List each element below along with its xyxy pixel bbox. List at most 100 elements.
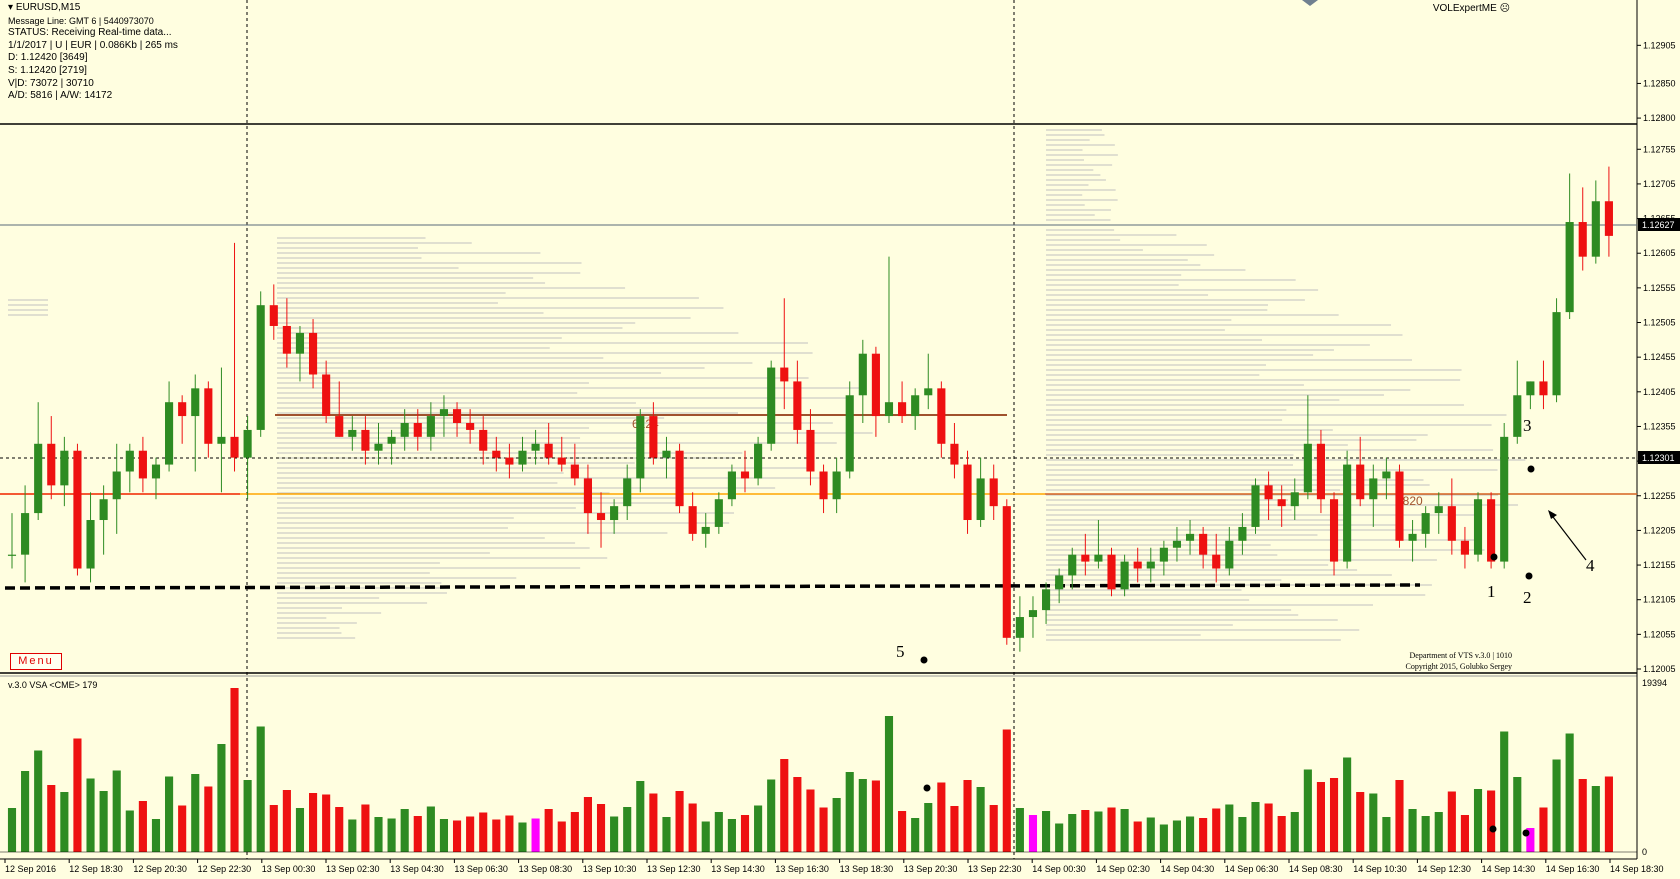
candle-body [466,422,475,430]
volume-bar [256,726,265,852]
candle-body [793,381,802,430]
price-label: 1.12555 [1643,283,1676,293]
time-label: 12 Sep 20:30 [133,864,187,874]
candle-body [1133,561,1142,569]
volume-bar [308,793,318,852]
price-label: 1.12905 [1643,40,1676,50]
volume-bar [217,744,226,852]
candle-body [60,450,69,486]
volume-bar [845,772,854,852]
volume-bar [583,797,592,852]
candle-body [1107,554,1116,590]
collapse-triangle-icon[interactable]: ▾ [8,2,14,13]
vd-line: V|D: 73072 | 30710 [8,77,94,89]
volume-bar [426,806,435,852]
symbol-label[interactable]: ▾ EURUSD,M15 [8,2,178,15]
volume-bar [348,819,357,852]
candle-body [544,443,553,458]
candle-body [322,374,331,417]
volume-bar [924,803,933,852]
candle-body [1225,540,1234,569]
candle-body [1434,506,1443,514]
time-label: 14 Sep 16:30 [1546,864,1600,874]
volume-bar [1552,759,1561,852]
volume-bar [322,794,331,852]
candle-body [492,450,501,458]
vsa-axis-min: 0 [1642,847,1648,857]
candle-body [871,353,880,417]
volume-bar [230,688,239,852]
candle-body [243,429,252,458]
time-label: 13 Sep 18:30 [840,864,894,874]
candle-body [1316,443,1326,500]
volume-bar [740,815,750,852]
volume-bar [1421,816,1430,852]
expert-label[interactable]: VOLExpertME ☹ [1433,3,1510,14]
volume-bar [1369,793,1378,852]
candle-body [740,471,750,479]
candle-body [413,422,422,437]
volume-bar [47,785,56,852]
candle-body [439,409,449,417]
volume-bar [439,819,449,852]
annotation-2: 2 [1523,588,1532,607]
volume-bar [361,804,370,852]
annotation-3: 3 [1523,416,1532,435]
volume-bar [806,789,815,852]
volume-bar [1107,807,1116,852]
volume-bar [151,819,161,852]
candle-body [165,402,174,465]
candle-body [937,388,946,444]
volume-bar [1382,817,1391,852]
candle-body [1447,506,1456,541]
time-label: 13 Sep 06:30 [454,864,508,874]
candle-body [374,443,383,451]
current-price-label: 1.12627 [1642,220,1675,230]
candle-body [99,499,108,521]
volume-bar [1146,817,1155,852]
volume-bar [754,805,763,852]
volume-bar [819,807,828,852]
candle-body [7,554,17,556]
volume-bar [1356,792,1365,852]
time-label: 13 Sep 14:30 [711,864,765,874]
volume-bar [1473,789,1483,852]
candle-body [151,464,161,479]
volume-bar [1604,776,1613,852]
volume-bar [1015,808,1024,852]
account-line: 1/1/2017 | U | EUR | 0.086Kb | 265 ms [8,39,178,51]
scroll-marker-icon [1302,0,1318,6]
candle-body [1343,464,1352,562]
volume-bar [138,801,147,852]
smiley-icon: ☹ [1499,3,1510,14]
volume-bar [1028,815,1038,852]
volume-bar [295,808,305,852]
volume-bar [596,804,606,852]
volume-bar [1329,778,1339,852]
vsa-indicator-title: v.3.0 VSA <CME> 179 [8,680,98,690]
volume-bar [1408,809,1417,852]
menu-button[interactable]: Menu [10,653,62,670]
time-label: 12 Sep 18:30 [69,864,123,874]
volume-bar [1081,810,1090,852]
candle-body [636,416,645,479]
candle-body [1578,222,1587,257]
time-label: 13 Sep 08:30 [519,864,573,874]
candle-body [21,513,30,555]
candle-body [1421,513,1430,534]
volume-bar [374,817,383,852]
volume-bar [1565,733,1574,852]
candle-body [112,471,121,500]
candle-body [217,436,226,444]
candle-body [1199,533,1208,555]
volume-bar [1578,779,1587,852]
candle-body [479,429,488,451]
volume-bar [1264,803,1273,852]
candle-body [1277,499,1286,507]
volume-bar [727,819,736,852]
volume-bar [858,779,867,852]
message-line: Message Line: GMT 6 | 5440973070 [8,15,154,26]
volume-bar [911,818,920,852]
annotation-dot [920,656,928,664]
